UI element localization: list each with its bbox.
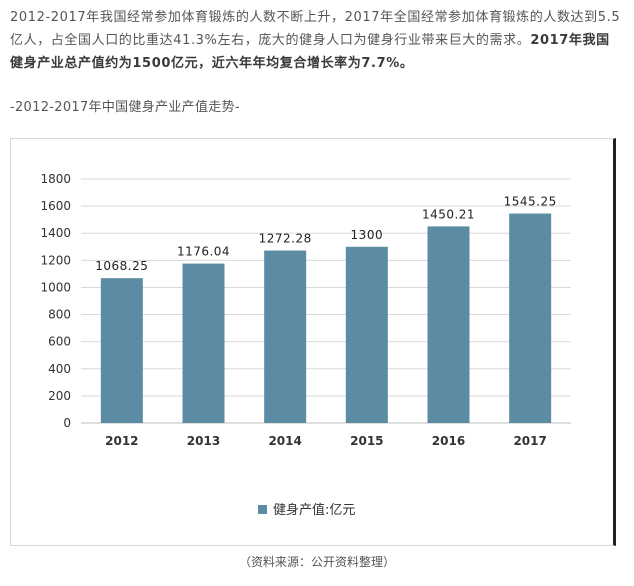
y-tick-label: 800 <box>48 308 71 322</box>
y-tick-label: 1800 <box>40 172 71 186</box>
y-tick-label: 1200 <box>40 253 71 267</box>
bar <box>345 246 388 423</box>
bar <box>100 278 143 423</box>
data-label: 1272.28 <box>259 232 312 246</box>
y-tick-label: 1400 <box>40 226 71 240</box>
bar <box>509 213 552 423</box>
x-tick-label: 2013 <box>187 434 220 448</box>
x-axis-ticks: 2012 2013 2014 2015 2016 2017 <box>105 434 547 448</box>
legend: 健身产值:亿元 <box>258 502 355 518</box>
legend-label: 健身产值:亿元 <box>273 502 355 518</box>
chart-frame: 0 200 400 600 800 1000 1200 1400 1600 1800 1068.2… <box>10 138 616 546</box>
x-tick-label: 2014 <box>268 434 301 448</box>
y-tick-label: 0 <box>63 416 71 430</box>
data-labels: 1068.25 1176.04 1272.28 1300 1450.21 1545.25 <box>95 195 556 274</box>
intro-paragraph: 2012-2017年我国经常参加体育锻炼的人数不断上升，2017年全国经常参加体… <box>10 10 621 48</box>
bars <box>100 213 552 423</box>
data-label: 1300 <box>351 228 384 242</box>
bar <box>182 263 225 423</box>
x-tick-label: 2015 <box>350 434 383 448</box>
data-label: 1176.04 <box>177 245 230 259</box>
y-tick-label: 1600 <box>40 199 71 213</box>
y-axis-ticks: 0 200 400 600 800 1000 1200 1400 1600 1800 <box>40 172 71 430</box>
x-tick-label: 2017 <box>513 434 546 448</box>
data-label: 1545.25 <box>504 195 557 209</box>
data-label: 1450.21 <box>422 207 475 221</box>
y-tick-label: 1000 <box>40 280 71 294</box>
bar <box>264 250 307 423</box>
chart-subtitle: -2012-2017年中国健身产业产值走势- <box>10 100 240 115</box>
x-tick-label: 2016 <box>432 434 465 448</box>
intro-highlight: 2017年我国健身产业总产值约为1500亿元，近六年年均复合增长率为7.7%。 <box>10 33 610 71</box>
grid-lines <box>81 178 571 424</box>
x-tick-label: 2012 <box>105 434 138 448</box>
data-label: 1068.25 <box>95 259 148 273</box>
y-tick-label: 400 <box>48 362 71 376</box>
source-caption: （资料来源：公开资料整理） <box>238 555 395 569</box>
y-tick-label: 600 <box>48 335 71 349</box>
legend-swatch <box>258 505 267 514</box>
article-intro: 2012-2017年我国经常参加体育锻炼的人数不断上升，2017年全国经常参加体… <box>10 6 622 75</box>
y-tick-label: 200 <box>48 389 71 403</box>
bar <box>427 226 470 423</box>
bar-chart: 0 200 400 600 800 1000 1200 1400 1600 1800 1068.2… <box>40 172 571 518</box>
